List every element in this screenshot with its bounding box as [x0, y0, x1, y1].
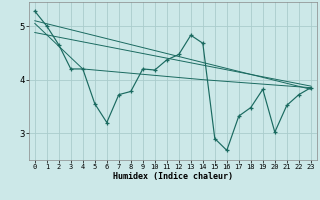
X-axis label: Humidex (Indice chaleur): Humidex (Indice chaleur) — [113, 172, 233, 181]
